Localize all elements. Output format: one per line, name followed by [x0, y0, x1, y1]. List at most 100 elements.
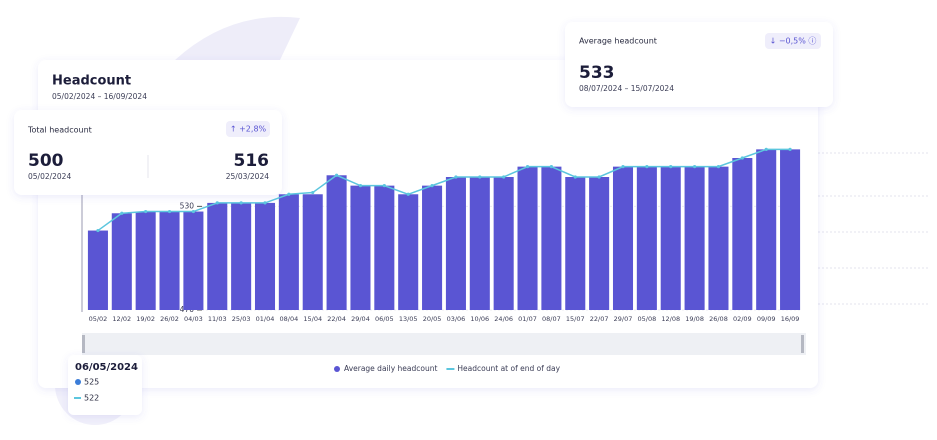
x-tick-label: 29/04: [351, 315, 370, 323]
line-point: [740, 156, 744, 160]
line-point: [263, 201, 267, 205]
line-point: [311, 190, 315, 195]
line-point: [693, 165, 697, 169]
line-point: [120, 211, 124, 215]
line-point: [406, 192, 410, 196]
bar: [756, 149, 777, 310]
line-point: [573, 175, 577, 179]
line-point: [215, 201, 219, 205]
card-title: Average headcount: [579, 37, 657, 46]
bar: [565, 177, 586, 310]
average-value: 533: [579, 63, 615, 83]
bar: [469, 177, 490, 310]
x-tick-label: 11/03: [208, 315, 227, 323]
bar: [445, 177, 466, 310]
bar: [780, 149, 801, 310]
bar: [374, 185, 395, 310]
bar: [398, 194, 419, 310]
end-value: 516: [234, 151, 270, 171]
decor-lines: [818, 152, 930, 305]
date-range: 05/02/2024 – 16/09/2024: [52, 92, 147, 101]
line-point: [335, 173, 339, 177]
line-point: [96, 228, 100, 233]
x-tick-label: 15/07: [566, 315, 585, 323]
change-badge: ↑ +2,8%: [230, 125, 267, 134]
line-point: [597, 175, 601, 179]
bar: [589, 177, 610, 310]
line-point: [764, 147, 768, 151]
x-tick-label: 12/02: [112, 315, 131, 323]
bar: [111, 213, 132, 310]
x-tick-label: 02/09: [733, 315, 752, 323]
line-point: [167, 209, 172, 214]
x-tick-label: 26/02: [160, 315, 179, 323]
bar: [541, 166, 562, 310]
tooltip-date: 06/05/2024: [75, 362, 138, 373]
bar: [135, 211, 156, 310]
average-dates: 08/07/2024 – 15/07/2024: [579, 84, 674, 93]
legend-marker: [334, 366, 340, 372]
bar: [636, 166, 657, 310]
scroll-handle[interactable]: [801, 335, 804, 353]
line-point: [716, 165, 721, 169]
badge: [765, 33, 821, 49]
bar: [612, 166, 634, 310]
scroll-handle[interactable]: [82, 335, 85, 353]
tooltip-average: 525: [84, 378, 99, 387]
line-point: [382, 184, 386, 188]
bar: [660, 166, 681, 310]
line-point: [525, 165, 530, 169]
x-tick-label: 22/04: [327, 315, 346, 323]
line-point: [454, 175, 458, 179]
x-tick-label: 29/07: [614, 315, 633, 323]
bar: [708, 166, 729, 310]
x-tick-label: 08/07: [542, 315, 561, 323]
x-tick-label: 16/09: [781, 315, 800, 323]
x-tick-label: 01/07: [518, 315, 537, 323]
scrollbar[interactable]: [82, 333, 806, 355]
line-point: [358, 184, 363, 188]
x-tick-label: 05/02: [89, 315, 108, 323]
change-badge: ↓ −0,5% ⓘ: [770, 37, 817, 46]
legend-label: Headcount at of end of day: [457, 364, 560, 373]
x-tick-label: 09/09: [757, 315, 776, 323]
line-point: [478, 175, 482, 179]
x-tick-label: 22/07: [590, 315, 609, 323]
x-tick-label: 04/03: [184, 315, 203, 323]
legend: Average daily headcount Headcount at of e…: [334, 364, 561, 373]
x-tick-label: 06/05: [375, 315, 394, 323]
x-tick-label: 05/08: [637, 315, 656, 323]
line-point: [239, 201, 243, 205]
start-date: 05/02/2024: [28, 172, 71, 181]
line-point: [788, 147, 792, 151]
line-point: [502, 175, 506, 179]
line-point: [144, 209, 148, 214]
x-tick-label: 08/04: [279, 315, 298, 323]
total-card: [14, 110, 282, 195]
x-tick-label: 13/05: [399, 315, 418, 323]
bar: [207, 202, 228, 310]
decor: [175, 16, 300, 60]
tooltip: [68, 355, 142, 415]
bar: [350, 185, 371, 310]
line-point: [430, 184, 434, 188]
end-date: 25/03/2024: [226, 172, 269, 181]
line-point: [191, 209, 195, 214]
bar: [517, 166, 538, 310]
tooltip-end: 522: [84, 394, 99, 403]
bar: [254, 202, 276, 310]
bar: [87, 230, 108, 310]
bar: [183, 211, 204, 310]
bar: [159, 211, 180, 310]
line: [97, 148, 791, 232]
legend-label: Average daily headcount: [344, 364, 437, 373]
badge: [226, 121, 270, 137]
bar: [493, 177, 514, 310]
x-tick-label: 19/02: [136, 315, 155, 323]
bar: [732, 158, 753, 310]
line-point: [645, 165, 649, 169]
plot: 47053005/0212/0219/0226/0204/0311/0325/0…: [87, 147, 802, 323]
bar: [231, 202, 252, 310]
card-title: Headcount: [52, 74, 131, 89]
line-point: [549, 165, 554, 169]
